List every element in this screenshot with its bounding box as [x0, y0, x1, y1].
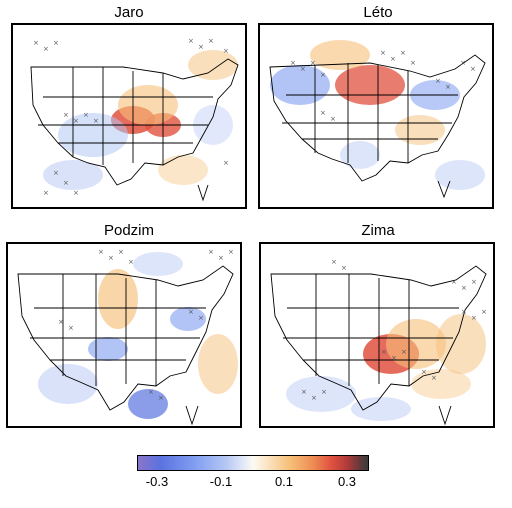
significance-mark: ×: [58, 318, 64, 326]
significance-mark: ×: [421, 368, 427, 376]
map-panel-spring: × × × × × × × × × × × × × × × ×: [11, 23, 247, 209]
significance-mark: ×: [218, 254, 224, 262]
colorbar-tick-label: 0.3: [337, 474, 357, 489]
panel-title-summer: Léto: [363, 4, 393, 21]
panel-title-spring: Jaro: [114, 4, 144, 21]
significance-mark: ×: [228, 248, 234, 256]
significance-mark: ×: [83, 111, 89, 119]
colorbar-tick-label: -0.1: [209, 474, 233, 489]
significance-mark: ×: [208, 248, 214, 256]
significance-mark: ×: [198, 43, 204, 51]
significance-mark: ×: [380, 49, 386, 57]
significance-mark: ×: [68, 324, 74, 332]
significance-mark: ×: [431, 374, 437, 382]
panel-title-autumn: Podzim: [103, 222, 155, 239]
map-spring: × × × × × × × × × × × × × × × ×: [30, 37, 239, 202]
colorbar: [137, 455, 369, 471]
significance-mark: ×: [401, 348, 407, 356]
significance-mark: ×: [290, 59, 296, 67]
significance-mark: ×: [223, 159, 229, 167]
significance-mark: ×: [451, 278, 457, 286]
significance-mark: ×: [435, 77, 441, 85]
significance-mark: ×: [53, 169, 59, 177]
significance-mark: ×: [481, 308, 487, 316]
significance-mark: ×: [43, 189, 49, 197]
significance-mark: ×: [460, 59, 466, 67]
significance-mark: ×: [461, 284, 467, 292]
significance-mark: ×: [320, 71, 326, 79]
colorbar-tick-label: 0.1: [274, 474, 294, 489]
significance-mark: ×: [118, 248, 124, 256]
significance-mark: ×: [320, 109, 326, 117]
significance-mark: ×: [471, 278, 477, 286]
significance-mark: ×: [63, 111, 69, 119]
significance-mark: ×: [410, 59, 416, 67]
map-autumn: × × × × × × × × × × × × ×: [17, 248, 238, 426]
significance-mark: ×: [391, 354, 397, 362]
significance-mark: ×: [445, 83, 451, 91]
significance-mark: ×: [198, 314, 204, 322]
significance-mark: ×: [471, 314, 477, 322]
significance-mark: ×: [461, 308, 467, 316]
significance-mark: ×: [331, 258, 337, 266]
significance-mark: ×: [300, 65, 306, 73]
significance-mark: ×: [93, 117, 99, 125]
significance-mark: ×: [400, 49, 406, 57]
significance-mark: ×: [158, 394, 164, 402]
significance-mark: ×: [33, 39, 39, 47]
significance-mark: ×: [53, 39, 59, 47]
colorbar-tick-label: -0.3: [145, 474, 169, 489]
significance-mark: ×: [188, 308, 194, 316]
map-summer: × × × × × × × × × × × × × ×: [269, 40, 486, 199]
significance-mark: ×: [73, 189, 79, 197]
significance-mark: ×: [43, 45, 49, 53]
map-panel-autumn: × × × × × × × × × × × × ×: [6, 242, 242, 428]
significance-mark: ×: [73, 117, 79, 125]
significance-mark: ×: [390, 55, 396, 63]
significance-mark: ×: [108, 254, 114, 262]
colorbar-gradient: [138, 456, 368, 470]
significance-mark: ×: [98, 248, 104, 256]
significance-mark: ×: [330, 115, 336, 123]
significance-mark: ×: [310, 59, 316, 67]
significance-mark: ×: [341, 264, 347, 272]
map-panel-summer: × × × × × × × × × × × × × ×: [258, 23, 494, 209]
significance-mark: ×: [470, 65, 476, 73]
significance-mark: ×: [381, 348, 387, 356]
significance-mark: ×: [223, 47, 229, 55]
panel-title-winter: Zima: [361, 222, 395, 239]
significance-mark: ×: [301, 388, 307, 396]
significance-mark: ×: [321, 388, 327, 396]
map-winter: × × × × × × × × × × × × × × × ×: [270, 258, 487, 426]
map-panel-winter: × × × × × × × × × × × × × × × ×: [259, 242, 495, 428]
significance-mark: ×: [63, 179, 69, 187]
significance-mark: ×: [148, 388, 154, 396]
significance-mark: ×: [188, 37, 194, 45]
significance-mark: ×: [311, 394, 317, 402]
significance-mark: ×: [208, 37, 214, 45]
significance-mark: ×: [128, 258, 134, 266]
